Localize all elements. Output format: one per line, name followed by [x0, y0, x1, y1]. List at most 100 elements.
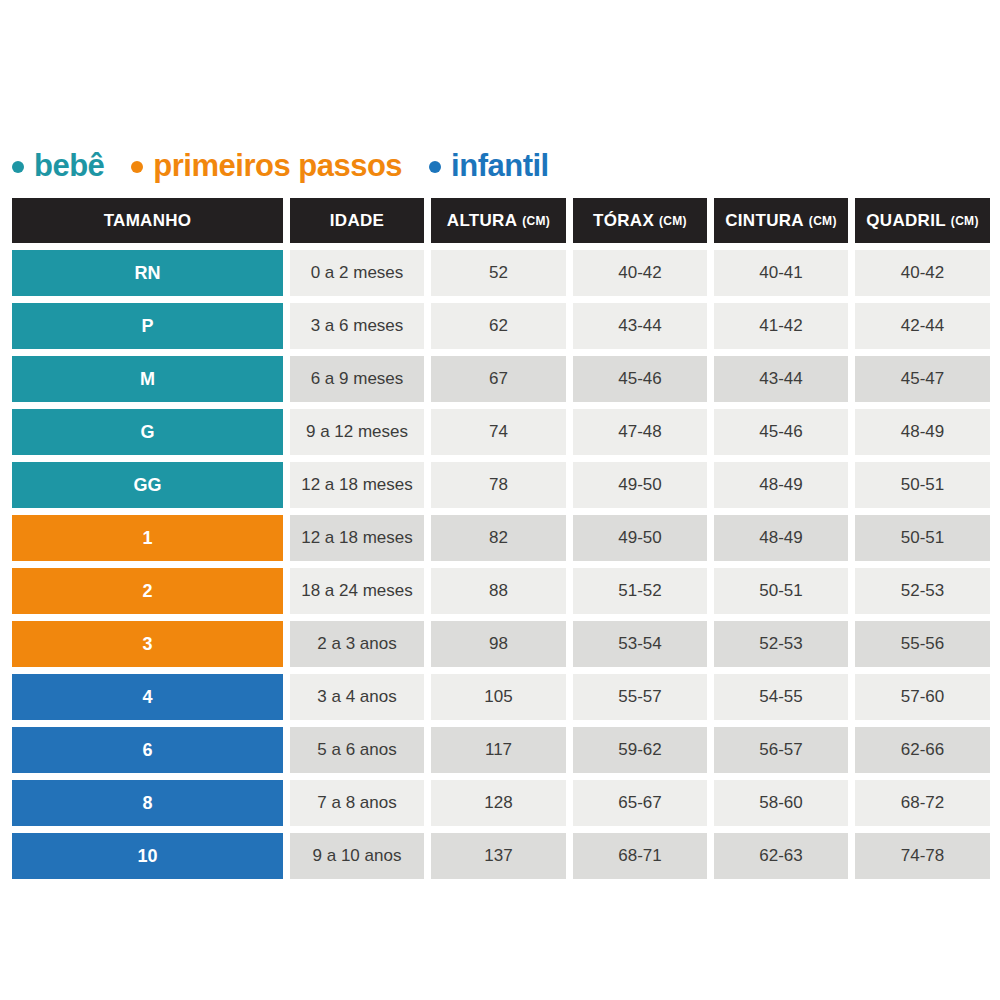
column-header-quadril: QUADRIL (CM)	[855, 198, 990, 243]
legend-dot-icon	[131, 161, 143, 173]
cintura-cell: 48-49	[714, 462, 848, 508]
size-cell-p: P	[12, 303, 283, 349]
altura-cell: 78	[431, 462, 566, 508]
size-cell-2: 2	[12, 568, 283, 614]
cintura-cell: 48-49	[714, 515, 848, 561]
altura-cell: 74	[431, 409, 566, 455]
column-header-unit: (CM)	[522, 214, 550, 228]
torax-cell: 65-67	[573, 780, 707, 826]
altura-cell: 105	[431, 674, 566, 720]
torax-cell: 47-48	[573, 409, 707, 455]
column-header-label: TÓRAX	[593, 211, 654, 231]
idade-cell: 12 a 18 meses	[290, 515, 424, 561]
column-header-cintura: CINTURA (CM)	[714, 198, 848, 243]
legend-dot-icon	[12, 161, 24, 173]
column-header-altura: ALTURA (CM)	[431, 198, 566, 243]
idade-cell: 0 a 2 meses	[290, 250, 424, 296]
idade-cell: 3 a 4 anos	[290, 674, 424, 720]
quadril-cell: 40-42	[855, 250, 990, 296]
cintura-cell: 50-51	[714, 568, 848, 614]
quadril-cell: 50-51	[855, 462, 990, 508]
size-cell-rn: RN	[12, 250, 283, 296]
altura-cell: 88	[431, 568, 566, 614]
altura-cell: 62	[431, 303, 566, 349]
torax-cell: 40-42	[573, 250, 707, 296]
quadril-cell: 74-78	[855, 833, 990, 879]
altura-cell: 98	[431, 621, 566, 667]
cintura-cell: 62-63	[714, 833, 848, 879]
size-chart-page: bebê primeiros passos infantil TAMANHO IDAD…	[0, 0, 1000, 1000]
legend-item-bebe: bebê	[12, 150, 104, 181]
cintura-cell: 52-53	[714, 621, 848, 667]
quadril-cell: 57-60	[855, 674, 990, 720]
idade-cell: 2 a 3 anos	[290, 621, 424, 667]
altura-cell: 82	[431, 515, 566, 561]
cintura-cell: 56-57	[714, 727, 848, 773]
column-header-unit: (CM)	[659, 214, 687, 228]
quadril-cell: 62-66	[855, 727, 990, 773]
column-header-unit: (CM)	[809, 214, 837, 228]
torax-cell: 59-62	[573, 727, 707, 773]
legend-item-infantil: infantil	[429, 150, 549, 181]
altura-cell: 128	[431, 780, 566, 826]
quadril-cell: 42-44	[855, 303, 990, 349]
torax-cell: 55-57	[573, 674, 707, 720]
column-header-label: TAMANHO	[104, 211, 192, 231]
legend-dot-icon	[429, 161, 441, 173]
torax-cell: 49-50	[573, 515, 707, 561]
cintura-cell: 40-41	[714, 250, 848, 296]
torax-cell: 68-71	[573, 833, 707, 879]
altura-cell: 137	[431, 833, 566, 879]
category-legend: bebê primeiros passos infantil	[12, 146, 990, 184]
torax-cell: 53-54	[573, 621, 707, 667]
column-header-idade: IDADE	[290, 198, 424, 243]
legend-label: infantil	[451, 150, 549, 181]
legend-item-primeiros-passos: primeiros passos	[131, 150, 402, 181]
altura-cell: 117	[431, 727, 566, 773]
legend-label: bebê	[34, 150, 104, 181]
quadril-cell: 68-72	[855, 780, 990, 826]
altura-cell: 52	[431, 250, 566, 296]
size-cell-gg: GG	[12, 462, 283, 508]
column-header-label: ALTURA	[447, 211, 517, 231]
idade-cell: 3 a 6 meses	[290, 303, 424, 349]
quadril-cell: 50-51	[855, 515, 990, 561]
legend-label: primeiros passos	[153, 150, 402, 181]
idade-cell: 7 a 8 anos	[290, 780, 424, 826]
torax-cell: 45-46	[573, 356, 707, 402]
column-header-unit: (CM)	[951, 214, 979, 228]
size-chart-content: bebê primeiros passos infantil TAMANHO IDAD…	[12, 146, 990, 879]
cintura-cell: 43-44	[714, 356, 848, 402]
size-table: TAMANHO IDADE ALTURA (CM) TÓRAX (CM) CINTURA (C…	[12, 198, 990, 879]
idade-cell: 12 a 18 meses	[290, 462, 424, 508]
cintura-cell: 54-55	[714, 674, 848, 720]
quadril-cell: 48-49	[855, 409, 990, 455]
altura-cell: 67	[431, 356, 566, 402]
size-cell-8: 8	[12, 780, 283, 826]
torax-cell: 51-52	[573, 568, 707, 614]
cintura-cell: 41-42	[714, 303, 848, 349]
size-cell-4: 4	[12, 674, 283, 720]
idade-cell: 6 a 9 meses	[290, 356, 424, 402]
column-header-label: QUADRIL	[866, 211, 946, 231]
size-cell-6: 6	[12, 727, 283, 773]
cintura-cell: 58-60	[714, 780, 848, 826]
idade-cell: 5 a 6 anos	[290, 727, 424, 773]
column-header-tamanho: TAMANHO	[12, 198, 283, 243]
quadril-cell: 52-53	[855, 568, 990, 614]
torax-cell: 43-44	[573, 303, 707, 349]
idade-cell: 9 a 10 anos	[290, 833, 424, 879]
quadril-cell: 45-47	[855, 356, 990, 402]
column-header-label: CINTURA	[725, 211, 804, 231]
column-header-tórax: TÓRAX (CM)	[573, 198, 707, 243]
cintura-cell: 45-46	[714, 409, 848, 455]
size-cell-10: 10	[12, 833, 283, 879]
column-header-label: IDADE	[330, 211, 384, 231]
size-cell-1: 1	[12, 515, 283, 561]
idade-cell: 9 a 12 meses	[290, 409, 424, 455]
torax-cell: 49-50	[573, 462, 707, 508]
size-cell-m: M	[12, 356, 283, 402]
size-cell-g: G	[12, 409, 283, 455]
quadril-cell: 55-56	[855, 621, 990, 667]
idade-cell: 18 a 24 meses	[290, 568, 424, 614]
